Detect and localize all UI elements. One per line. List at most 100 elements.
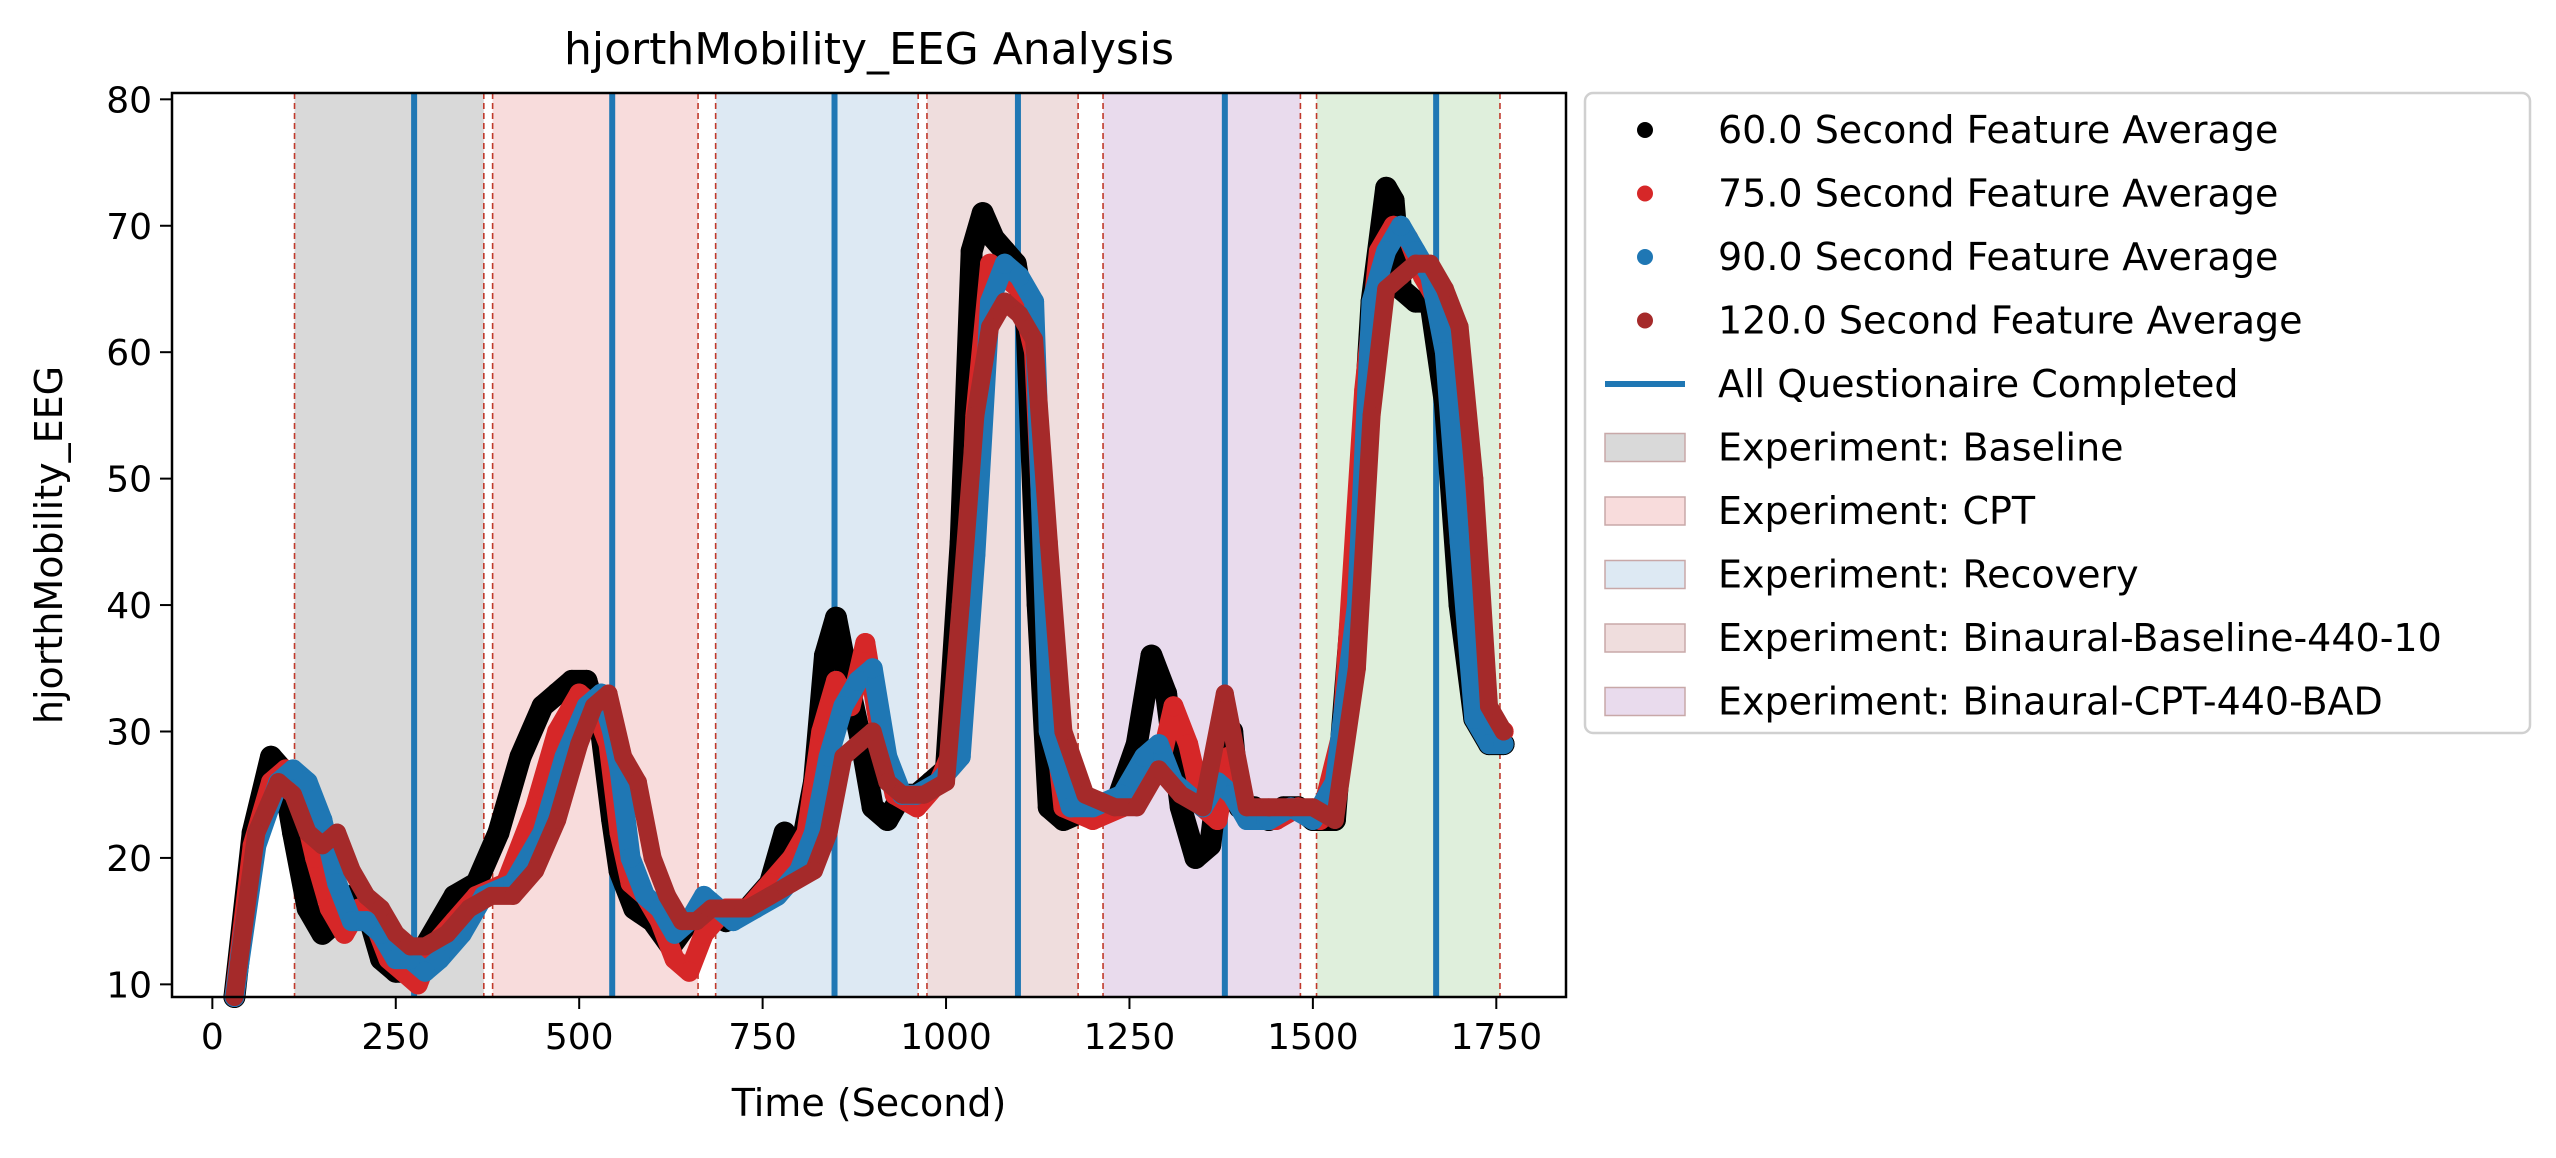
legend-marker-series-0	[1637, 122, 1653, 138]
series-3-point	[1362, 406, 1381, 425]
x-tick-label-5: 1250	[1084, 1017, 1176, 1058]
series-3-point	[548, 810, 567, 829]
legend-label-questionnaire: All Questionaire Completed	[1718, 362, 2239, 406]
series-1-point	[547, 721, 568, 742]
series-0-point	[546, 682, 569, 705]
series-1-point	[664, 949, 685, 970]
series-3-point	[438, 924, 457, 943]
series-2-point	[327, 873, 348, 894]
series-3-point	[1347, 659, 1366, 678]
series-3-point	[966, 406, 985, 425]
series-3-point	[570, 735, 589, 754]
series-2-point	[297, 772, 318, 793]
series-1-point	[1207, 809, 1228, 830]
series-3-point	[1193, 798, 1212, 817]
series-3-point	[298, 823, 317, 842]
series-3-point	[460, 899, 479, 918]
series-2-point	[833, 696, 854, 717]
x-axis-label: Time (Second)	[731, 1081, 1007, 1125]
series-3-point	[313, 836, 332, 855]
y-tick-label-4: 50	[106, 460, 152, 501]
series-3-point	[1325, 810, 1344, 829]
series-0-point	[311, 922, 334, 945]
series-2-point	[620, 847, 641, 868]
y-tick-label-5: 60	[106, 333, 152, 374]
series-2-point	[862, 658, 883, 679]
series-3-point	[1303, 798, 1322, 817]
series-2-point	[312, 809, 333, 830]
series-2-point	[1060, 797, 1081, 818]
series-0-point	[509, 745, 532, 768]
x-axis-ticks: 0 250 500 750 1000 1250 1500 1750	[201, 997, 1542, 1058]
series-3-point	[1494, 722, 1513, 741]
legend-label-series-0: 60.0 Second Feature Average	[1718, 108, 2278, 152]
legend-marker-experiment-4	[1604, 686, 1686, 717]
series-2-point	[1449, 531, 1470, 552]
series-3-point	[782, 874, 801, 893]
series-0-point	[813, 644, 836, 667]
data-series	[223, 176, 1515, 1008]
series-3-point	[995, 292, 1014, 311]
x-tick-label-2: 500	[545, 1017, 614, 1058]
series-3-point	[981, 317, 1000, 336]
series-3-point	[1010, 305, 1029, 324]
series-0-point	[773, 821, 796, 844]
series-0-point	[531, 695, 554, 718]
series-3-point	[819, 823, 838, 842]
series-3-point	[357, 886, 376, 905]
y-tick-label-6: 70	[106, 207, 152, 248]
legend-marker-experiment-3	[1604, 623, 1686, 653]
series-3-point	[687, 912, 706, 931]
series-3-point	[628, 773, 647, 792]
legend-label-experiment-2: Experiment: Recovery	[1718, 553, 2139, 597]
legend-label-series-3: 120.0 Second Feature Average	[1718, 299, 2303, 343]
y-axis-label: hjorthMobility_EEG	[27, 366, 71, 724]
series-2-point	[1009, 266, 1030, 287]
series-2-point	[429, 949, 450, 970]
series-3-point	[1259, 798, 1278, 817]
series-0-point	[1199, 834, 1222, 857]
series-3-point	[702, 899, 721, 918]
series-3-point	[1039, 532, 1058, 551]
series-3-point	[1377, 279, 1396, 298]
series-3-point	[834, 747, 853, 766]
series-2-point	[1434, 342, 1455, 363]
series-3-point	[716, 899, 735, 918]
series-1-point	[1178, 734, 1199, 755]
y-tick-label-2: 30	[106, 712, 152, 753]
series-3-point	[1391, 267, 1410, 286]
series-3-point	[284, 785, 303, 804]
y-tick-label-3: 40	[106, 586, 152, 627]
series-3-point	[1054, 722, 1073, 741]
series-2-point	[994, 253, 1015, 274]
series-3-point	[401, 937, 420, 956]
series-3-point	[599, 684, 618, 703]
series-0-point	[971, 202, 994, 225]
x-tick-label-6: 1500	[1267, 1017, 1359, 1058]
series-2-point	[635, 885, 656, 906]
series-2-point	[1148, 734, 1169, 755]
series-3-point	[526, 861, 545, 880]
series-2-point	[356, 911, 377, 932]
y-tick-label-7: 80	[106, 80, 152, 121]
series-3-point	[328, 823, 347, 842]
series-0-point	[1184, 846, 1207, 869]
plot-frame	[170, 91, 1568, 999]
legend-marker-series-3	[1637, 312, 1653, 329]
series-1-point	[679, 961, 700, 982]
series-2-point	[1134, 746, 1155, 767]
series-3-point	[1076, 785, 1095, 804]
series-3-point	[1171, 785, 1190, 804]
legend-label-series-1: 75.0 Second Feature Average	[1718, 172, 2278, 216]
legend-label-experiment-3: Experiment: Binaural-Baseline-440-10	[1718, 616, 2442, 660]
legend-box	[1583, 91, 2532, 735]
legend-label-experiment-4: Experiment: Binaural-CPT-440-BAD	[1718, 680, 2383, 724]
series-3-point	[269, 773, 288, 792]
y-tick-label-0: 10	[106, 965, 152, 1006]
series-3-point	[1435, 279, 1454, 298]
series-3-point	[1450, 317, 1469, 336]
series-2-point	[1478, 734, 1499, 755]
series-3-point	[848, 735, 867, 754]
series-3-point	[1215, 684, 1234, 703]
